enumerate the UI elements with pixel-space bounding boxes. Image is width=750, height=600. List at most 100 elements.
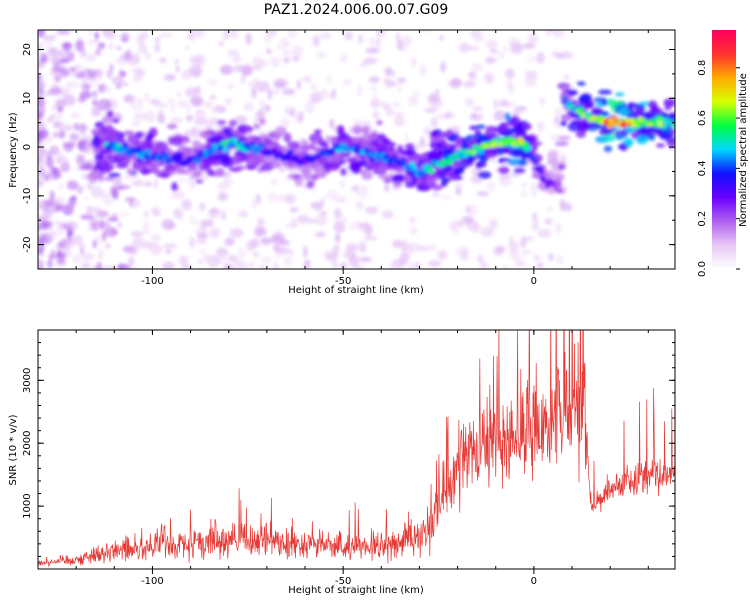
spectrogram-halo (625, 126, 636, 133)
spectrogram-noise (94, 31, 100, 40)
spectrogram-noise (279, 117, 290, 129)
spectrogram-noise (176, 92, 182, 97)
spectrogram-noise (416, 245, 429, 252)
spectrogram-y-tick-label: 0 (22, 144, 33, 150)
spectrogram-noise (197, 232, 209, 239)
spectrogram-noise (488, 158, 498, 163)
spectrogram-noise (38, 224, 41, 232)
spectrogram-noise (489, 218, 499, 229)
spectrogram-noise (49, 190, 55, 200)
spectrogram-noise (170, 102, 176, 114)
spectrogram-noise (111, 76, 124, 85)
spectrogram-noise (320, 31, 333, 40)
spectrogram-halo (314, 129, 322, 135)
spectrogram-noise (480, 226, 495, 237)
spectrogram-noise (55, 251, 67, 259)
spectrogram-noise (115, 56, 126, 66)
spectrogram-noise (279, 37, 290, 49)
spectrogram-noise (282, 50, 291, 57)
spectrogram-noise (227, 255, 238, 262)
spectrogram-noise (430, 116, 438, 129)
spectrogram-halo (554, 140, 569, 147)
spectrogram-noise (260, 237, 272, 246)
spectrogram-noise (142, 223, 150, 236)
spectrogram-halo (123, 130, 135, 136)
colorbar: 0.0 0.2 0.4 0.6 0.8 Normalized spectral ampl… (697, 30, 749, 277)
spectrogram-noise (394, 111, 405, 119)
spectrogram-noise (116, 184, 131, 190)
spectrogram-halo (330, 136, 338, 142)
spectrogram-noise (404, 132, 409, 143)
spectrogram-noise (251, 238, 260, 249)
spectrogram-noise (69, 234, 83, 245)
spectrogram-ridge (611, 116, 618, 122)
spectrogram-noise (63, 85, 71, 97)
spectrogram-noise (282, 255, 293, 266)
spectrogram-noise (309, 83, 319, 91)
spectrogram-halo (367, 161, 381, 171)
spectrogram-noise (333, 221, 346, 233)
spectrogram-noise (106, 217, 120, 222)
spectrogram-noise (87, 182, 93, 190)
spectrogram-noise (472, 106, 483, 111)
spectrogram-noise (269, 57, 282, 62)
spectrogram-noise (181, 263, 192, 269)
spectrogram-halo (177, 144, 187, 153)
spectrogram-noise (273, 262, 278, 269)
spectrogram-noise (559, 154, 567, 164)
spectrogram-halo (507, 158, 522, 166)
spectrogram-noise (227, 83, 234, 89)
spectrogram-noise (240, 73, 246, 84)
spectrogram-noise (384, 183, 390, 193)
spectrogram-noise (154, 43, 160, 53)
spectrogram-noise (90, 92, 97, 100)
spectrogram-noise (102, 265, 116, 269)
spectrogram-noise (462, 81, 476, 88)
spectrogram-halo (228, 166, 242, 172)
spectrogram-noise (100, 191, 109, 199)
spectrogram-noise (66, 180, 79, 191)
spectrogram-halo (237, 153, 245, 163)
spectrogram-halo (598, 89, 612, 95)
spectrogram-halo (615, 92, 625, 97)
spectrogram-noise (546, 30, 557, 34)
spectrogram-noise (175, 65, 180, 73)
spectrogram-y-tick-label: 20 (22, 43, 33, 56)
spectrogram-halo (648, 133, 656, 141)
spectrogram-halo (108, 172, 121, 178)
spectrogram-noise (135, 179, 146, 187)
spectrogram-x-tick-label: 0 (531, 276, 537, 287)
spectrogram-noise (159, 32, 173, 38)
spectrogram-halo (522, 122, 532, 131)
spectrogram-halo (175, 166, 186, 174)
spectrogram-noise (525, 70, 538, 80)
spectrogram-halo (191, 140, 202, 148)
spectrogram-noise (446, 111, 455, 119)
spectrogram-halo (164, 163, 174, 172)
spectrogram-ridge (410, 165, 418, 171)
spectrogram-noise (358, 189, 368, 200)
spectrogram-noise (38, 241, 41, 250)
spectrogram-halo (370, 130, 379, 141)
spectrogram-noise (81, 79, 87, 91)
spectrogram-noise (170, 117, 184, 123)
spectrogram-noise (189, 179, 196, 190)
spectrogram-noise (128, 198, 134, 208)
spectrogram-noise (252, 198, 257, 211)
spectrogram-ridge (177, 155, 184, 161)
spectrogram-halo (557, 135, 571, 140)
spectrogram-halo (245, 164, 257, 170)
spectrogram-noise (157, 110, 165, 121)
spectrogram-noise (252, 251, 260, 258)
spectrogram-noise (460, 248, 468, 260)
spectrogram-noise (276, 247, 291, 255)
spectrogram-noise (502, 265, 509, 269)
spectrogram-halo (247, 135, 258, 141)
spectrogram-halo (498, 166, 510, 175)
spectrogram-noise (254, 226, 265, 237)
spectrogram-noise (45, 156, 54, 169)
spectrogram-y-tick-label: -20 (22, 236, 33, 252)
spectrogram-noise (178, 210, 184, 222)
spectrogram-noise (144, 111, 156, 123)
